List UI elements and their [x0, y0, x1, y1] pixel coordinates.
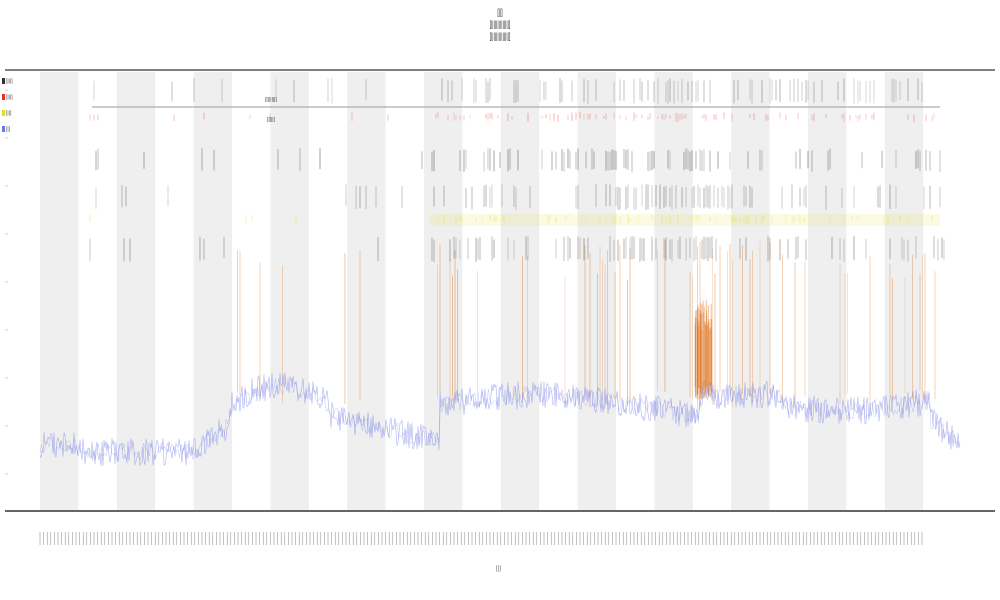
legend-item-4: [|]	[2, 126, 14, 142]
upper-label-1: [|||||||]	[265, 97, 277, 103]
background-band	[884, 72, 924, 510]
legend-swatch-1	[2, 78, 5, 84]
background-band	[347, 72, 386, 510]
series-yellow-band	[430, 214, 940, 226]
chart-title: [||]	[497, 7, 503, 17]
legend-swatch-3	[2, 110, 5, 116]
background-band	[40, 72, 79, 510]
chart-subtitle-1: [||||||||||||||]	[489, 19, 511, 29]
background-band	[731, 72, 770, 510]
background-band	[500, 72, 540, 510]
legend-swatch-4	[2, 126, 5, 132]
legend-swatch-2	[2, 94, 5, 100]
legend-item-2: [|||]	[2, 94, 14, 110]
chart-subtitle-2: [||||||||||||||]	[489, 31, 511, 41]
legend-item-3: [||]	[2, 110, 14, 126]
background-band	[116, 72, 156, 510]
legend-item-1: [|||]	[2, 78, 14, 94]
background-band	[808, 72, 847, 510]
legend: [|||] [|||] [||] [|]	[2, 78, 14, 142]
background-band	[577, 72, 616, 510]
upper-label-2: [||||]	[267, 117, 276, 123]
series-blue-line	[39, 377, 960, 461]
x-axis-label: [|]	[496, 566, 501, 572]
background-band	[270, 72, 309, 510]
chart-title-block: [||] [||||||||||||||] [||||||||||||||]	[0, 6, 1000, 42]
background-band	[654, 72, 693, 510]
series-blue-line	[39, 372, 961, 466]
